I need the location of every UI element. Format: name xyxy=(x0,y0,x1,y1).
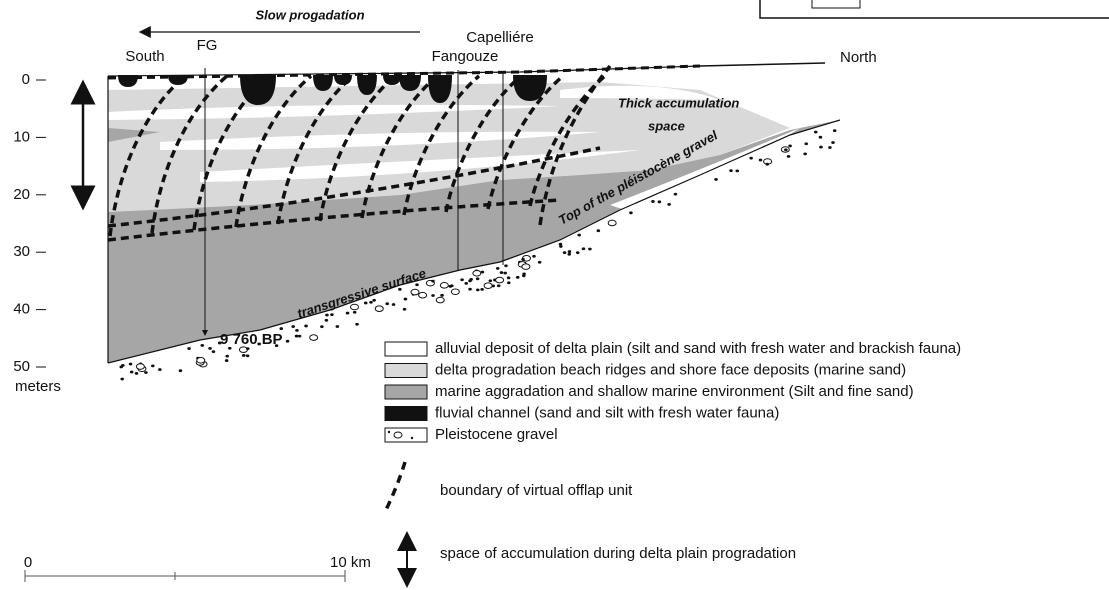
legend-label: Pleistocene gravel xyxy=(435,426,558,443)
borehole-label: FG xyxy=(197,37,218,54)
depth-axis: 0 10 20 30 40 50 xyxy=(13,71,46,375)
legend-label: fluvial channel (sand and silt with fres… xyxy=(435,404,779,421)
borehole-label: Fangouze xyxy=(432,48,499,65)
tick-label: 0 xyxy=(22,71,30,88)
legend-swatch xyxy=(385,385,427,399)
tick-label: 50 xyxy=(13,358,30,375)
offlap-symbol xyxy=(385,462,405,512)
legend-label: alluvial deposit of delta plain (silt an… xyxy=(435,340,961,357)
section xyxy=(108,63,840,380)
scale-label: 0 xyxy=(24,554,32,571)
legend-swatch xyxy=(385,428,427,442)
annotation: Thick accumulation xyxy=(618,95,739,110)
inset-map-edge xyxy=(760,0,1109,18)
legend-swatch xyxy=(385,342,427,356)
south-label: South xyxy=(125,48,164,65)
tick-label: 10 xyxy=(13,128,30,145)
scale-bar xyxy=(25,570,345,582)
legend-label: space of accumulation during delta plain… xyxy=(440,545,796,562)
cross-section: Slow progadation South North FG Capellié… xyxy=(0,0,1109,590)
legend: alluvial deposit of delta plain (silt an… xyxy=(385,340,961,443)
progradation-label: Slow progadation xyxy=(255,7,364,22)
legend-label: marine aggradation and shallow marine en… xyxy=(435,383,914,400)
legend-label: delta progradation beach ridges and shor… xyxy=(435,361,906,378)
tick-label: 30 xyxy=(13,243,30,260)
legend-swatch xyxy=(385,407,427,421)
annotation: space xyxy=(648,118,685,133)
legend-label: boundary of virtual offlap unit xyxy=(440,482,633,499)
tick-label: 40 xyxy=(13,301,30,318)
axis-unit: meters xyxy=(15,378,61,395)
date-label: 9 760 BP xyxy=(220,331,283,348)
tick-label: 20 xyxy=(13,186,30,203)
legend-swatch xyxy=(385,364,427,378)
north-label: North xyxy=(840,49,877,66)
scale-label: 10 km xyxy=(330,554,371,571)
borehole-label: Capelliére xyxy=(466,29,534,46)
